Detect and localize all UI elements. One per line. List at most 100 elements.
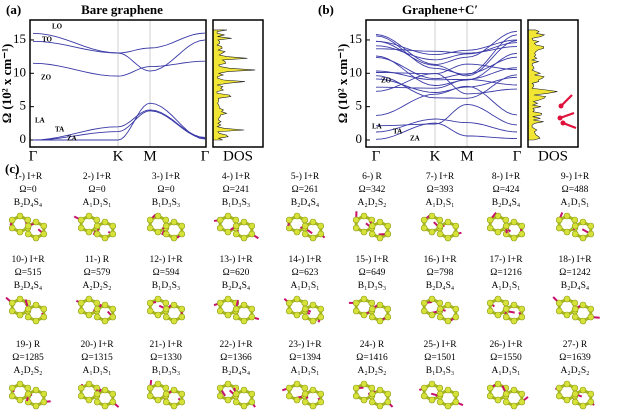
atom: [502, 216, 510, 224]
mode-frequency: Ω=488: [562, 185, 589, 195]
mode-structure: [146, 212, 186, 242]
mode-structure: [486, 212, 526, 242]
atom: [518, 398, 526, 406]
branch-label: TO: [42, 36, 53, 44]
mode-frequency: Ω=241: [223, 185, 250, 195]
mode-frequency: Ω=1366: [220, 353, 252, 363]
atom: [579, 402, 587, 410]
mode-symmetry: B₂D₄S₄: [426, 281, 454, 291]
mode-symmetry: A₁D₁S₁: [83, 198, 112, 208]
mode-frequency: Ω=579: [84, 268, 111, 278]
atom: [368, 384, 376, 392]
mode-structure: [8, 380, 51, 410]
atom: [309, 317, 317, 325]
atom: [162, 222, 170, 230]
y-tick-label: 15: [13, 31, 26, 46]
mode-frequency: Ω=1216: [490, 268, 522, 278]
atom: [571, 222, 579, 230]
atom: [109, 390, 117, 398]
atom: [452, 390, 460, 398]
phonon-band: [375, 34, 518, 75]
atom: [240, 301, 248, 309]
atom: [428, 295, 436, 303]
atom: [587, 305, 595, 313]
atom: [146, 224, 154, 232]
mode-structure: [73, 212, 117, 242]
y-tick-label: 0: [20, 131, 27, 146]
atom: [248, 230, 256, 238]
atom: [109, 222, 117, 230]
mode-frequency: Ω=620: [223, 268, 250, 278]
mode-symmetry: B₁D₃S₃: [152, 366, 180, 376]
atom: [368, 222, 376, 230]
atom: [444, 402, 452, 410]
atom: [494, 396, 502, 404]
atom: [352, 307, 360, 315]
mode-symmetry: A₂D₂S₂: [83, 281, 112, 291]
y-tick-label: 10: [349, 64, 362, 79]
mode-title: 1-) I+R: [14, 171, 43, 182]
phonon-band: [375, 52, 518, 86]
atom: [232, 216, 240, 224]
mode-frequency: Ω=0: [157, 185, 174, 195]
k-point-label: Γ: [201, 148, 210, 164]
phonon-band: [375, 118, 518, 133]
atom: [77, 307, 85, 315]
mode-frequency: Ω=424: [493, 185, 520, 195]
mode-title: 15-) I+R: [355, 254, 389, 265]
atom: [93, 216, 101, 224]
atom: [301, 230, 309, 238]
atom: [224, 396, 232, 404]
atom: [436, 384, 444, 392]
dos-label: DOS: [223, 148, 253, 164]
branch-label: LO: [52, 23, 63, 31]
atom: [486, 384, 494, 392]
atom: [502, 222, 510, 230]
atom: [16, 380, 24, 388]
atom: [317, 390, 325, 398]
atom: [352, 299, 360, 307]
atom: [376, 234, 384, 242]
mode-frequency: Ω=393: [427, 185, 454, 195]
atom: [32, 386, 40, 394]
atom: [301, 299, 309, 307]
atom: [579, 301, 587, 309]
atom: [24, 305, 32, 313]
atom: [224, 212, 232, 220]
phonon-band: [375, 56, 518, 80]
atom: [518, 390, 526, 398]
atom: [109, 313, 117, 321]
atom: [293, 396, 301, 404]
atom: [40, 313, 48, 321]
atom: [101, 301, 109, 309]
mode-title: 23-) I+R: [288, 339, 322, 350]
mode-frequency: Ω=1394: [289, 353, 321, 363]
atom: [301, 222, 309, 230]
atom: [8, 392, 16, 400]
mode-structure: [77, 380, 120, 410]
atom: [8, 216, 16, 224]
atom: [555, 307, 563, 315]
atom: [240, 402, 248, 410]
mode-frequency: Ω=342: [359, 185, 386, 195]
mode-structure: [555, 212, 595, 242]
mode-title: 2-) I+R: [83, 171, 112, 182]
arrow-head: [558, 103, 564, 109]
atom: [510, 402, 518, 410]
atom: [420, 224, 428, 232]
mode-title: 8-) I+R: [492, 171, 521, 182]
atom: [77, 299, 85, 307]
panel-title: Bare graphene: [81, 2, 163, 17]
atom: [428, 228, 436, 236]
y-tick-label: 5: [20, 98, 27, 113]
mode-structure: [486, 295, 526, 325]
atom: [571, 390, 579, 398]
atom: [232, 398, 240, 406]
atom: [563, 228, 571, 236]
atom: [494, 295, 502, 303]
atom: [376, 317, 384, 325]
mode-frequency: Ω=623: [292, 268, 319, 278]
mode-title: 16-) I+R: [423, 254, 457, 265]
atom: [436, 230, 444, 238]
mode-title: 18-) I+R: [558, 254, 592, 265]
